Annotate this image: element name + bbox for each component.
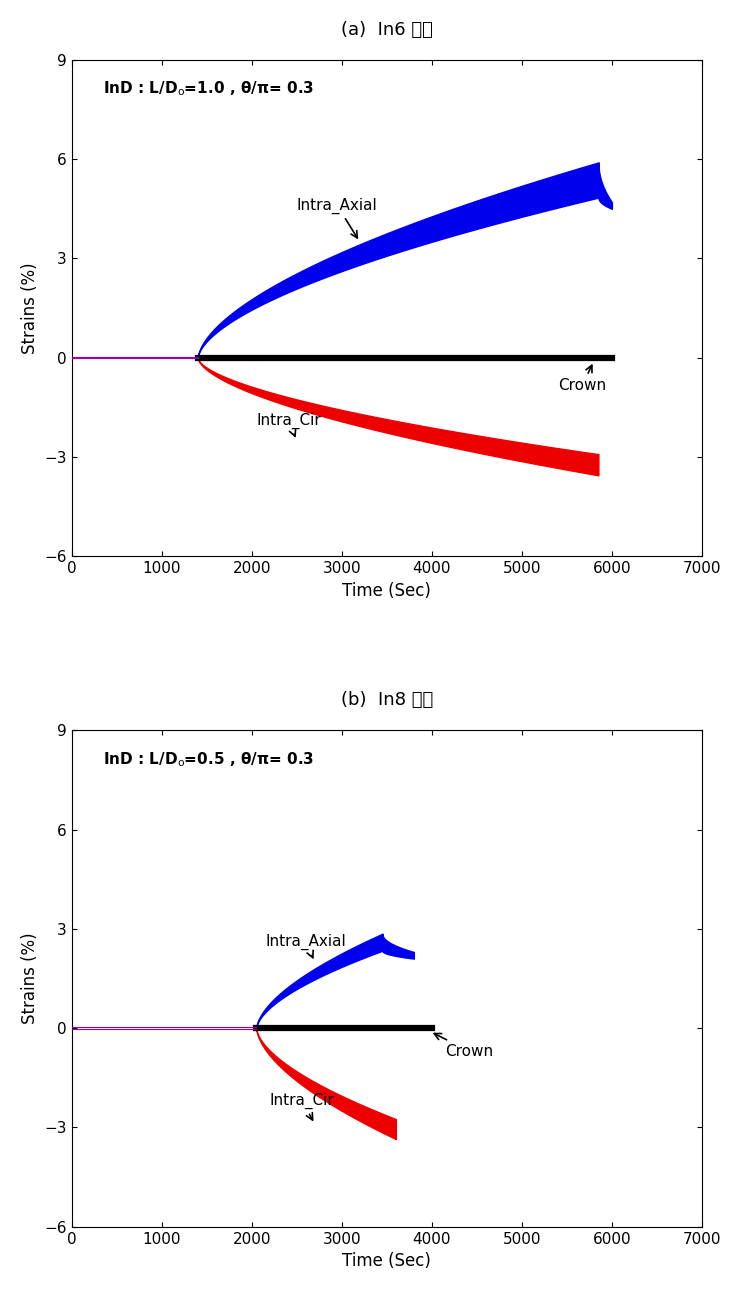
X-axis label: Time (Sec): Time (Sec) bbox=[342, 582, 431, 600]
Title: (a)  In6 시편: (a) In6 시편 bbox=[341, 21, 433, 39]
Text: Intra_Cir: Intra_Cir bbox=[256, 413, 321, 436]
Text: Intra_Axial: Intra_Axial bbox=[297, 198, 378, 238]
Text: InD : L/D$_{\rm o}$=1.0 , θ/π= 0.3: InD : L/D$_{\rm o}$=1.0 , θ/π= 0.3 bbox=[103, 80, 315, 98]
Y-axis label: Strains (%): Strains (%) bbox=[21, 262, 39, 354]
Text: InD : L/D$_{\rm o}$=0.5 , θ/π= 0.3: InD : L/D$_{\rm o}$=0.5 , θ/π= 0.3 bbox=[103, 750, 315, 768]
Text: Crown: Crown bbox=[558, 365, 606, 394]
X-axis label: Time (Sec): Time (Sec) bbox=[342, 1252, 431, 1270]
Text: Intra_Cir: Intra_Cir bbox=[270, 1093, 335, 1121]
Title: (b)  In8 시편: (b) In8 시편 bbox=[341, 691, 433, 709]
Y-axis label: Strains (%): Strains (%) bbox=[21, 932, 39, 1024]
Text: Intra_Axial: Intra_Axial bbox=[266, 933, 346, 958]
Text: Crown: Crown bbox=[434, 1034, 493, 1059]
